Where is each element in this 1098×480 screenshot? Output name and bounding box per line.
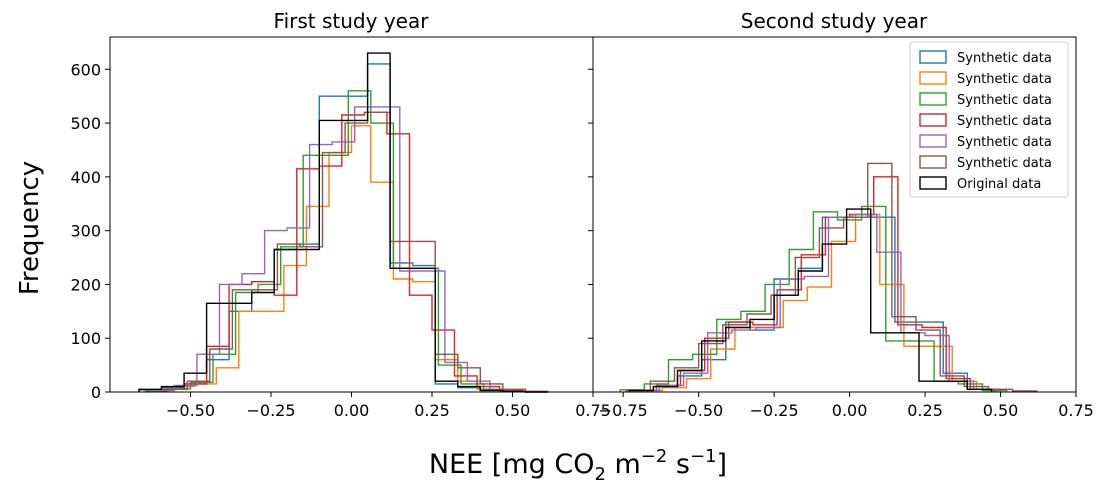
x-tick-label: 0.25 (907, 401, 943, 420)
histogram-series-5 (164, 111, 549, 393)
legend-swatch (919, 113, 947, 127)
y-tick-label: 0 (91, 383, 101, 402)
y-tick-label: 100 (70, 329, 101, 348)
legend-swatch (919, 134, 947, 148)
legend-label: Synthetic data (957, 51, 1052, 66)
legend-label: Synthetic data (957, 135, 1052, 150)
legend-label: Synthetic data (957, 114, 1052, 129)
plot-area: −0.75 −0.50 −0.25 0.00 0.25 0.50 0.75 (588, 68, 1094, 420)
panel-first-year: First study year −0.50 −0.25 0.00 0.25 0.50 0… (70, 9, 610, 420)
x-tick-label: 0.50 (983, 401, 1019, 420)
plot-area: −0.50 −0.25 0.00 0.25 0.50 0.75 0 100 200 300 400 5… (70, 52, 611, 420)
x-tick-label: 0.00 (334, 401, 370, 420)
x-tick-label: 0.00 (832, 401, 868, 420)
x-tick-label: 0.25 (414, 401, 450, 420)
legend-label: Synthetic data (957, 156, 1052, 171)
histogram-series-4 (634, 213, 999, 392)
x-tick-label: −0.75 (599, 401, 648, 420)
y-tick-label: 600 (70, 60, 101, 79)
axes-frame (592, 36, 1077, 393)
x-tick-label: 0.75 (1058, 401, 1094, 420)
y-tick-label: 500 (70, 114, 101, 133)
histogram-series-4 (151, 106, 514, 392)
x-tick-label: −0.50 (166, 401, 215, 420)
legend-label: Synthetic data (957, 72, 1052, 87)
panel-second-year: Second study year −0.75 −0.50 −0.25 0.00 0.2… (588, 9, 1094, 420)
histogram-series-6 (628, 208, 993, 392)
x-tick-label: 0.75 (575, 401, 611, 420)
legend-swatch (919, 155, 947, 169)
panel-title: First study year (274, 9, 430, 33)
legend-label: Original data (957, 177, 1041, 192)
histogram-series-0 (628, 216, 993, 392)
y-tick-label: 200 (70, 275, 101, 294)
x-axis-label: NEE [mg CO2 m−2 s−1] (429, 446, 727, 480)
legend-swatch (919, 176, 947, 190)
y-tick-label: 300 (70, 222, 101, 241)
legend-swatch (919, 92, 947, 106)
panel-title: Second study year (741, 9, 928, 33)
histogram-series-5 (625, 162, 1038, 392)
histogram-series-2 (144, 90, 530, 393)
y-axis-label: Frequency (15, 161, 45, 295)
y-tick-label: 400 (70, 168, 101, 187)
x-tick-label: −0.25 (246, 401, 295, 420)
x-tick-label: −0.25 (750, 401, 799, 420)
legend-swatch (919, 71, 947, 85)
legend-frame (909, 41, 1069, 198)
legend-swatch (919, 50, 947, 64)
histogram-series-1 (637, 213, 1002, 392)
x-tick-label: −0.50 (674, 401, 723, 420)
histogram-series-1 (151, 125, 523, 393)
histogram-series-0 (138, 63, 548, 393)
x-tick-label: 0.50 (495, 401, 531, 420)
legend: Synthetic data Synthetic data Synthetic da… (909, 41, 1069, 198)
legend-label: Synthetic data (957, 93, 1052, 108)
histogram-series-6 (138, 52, 548, 393)
